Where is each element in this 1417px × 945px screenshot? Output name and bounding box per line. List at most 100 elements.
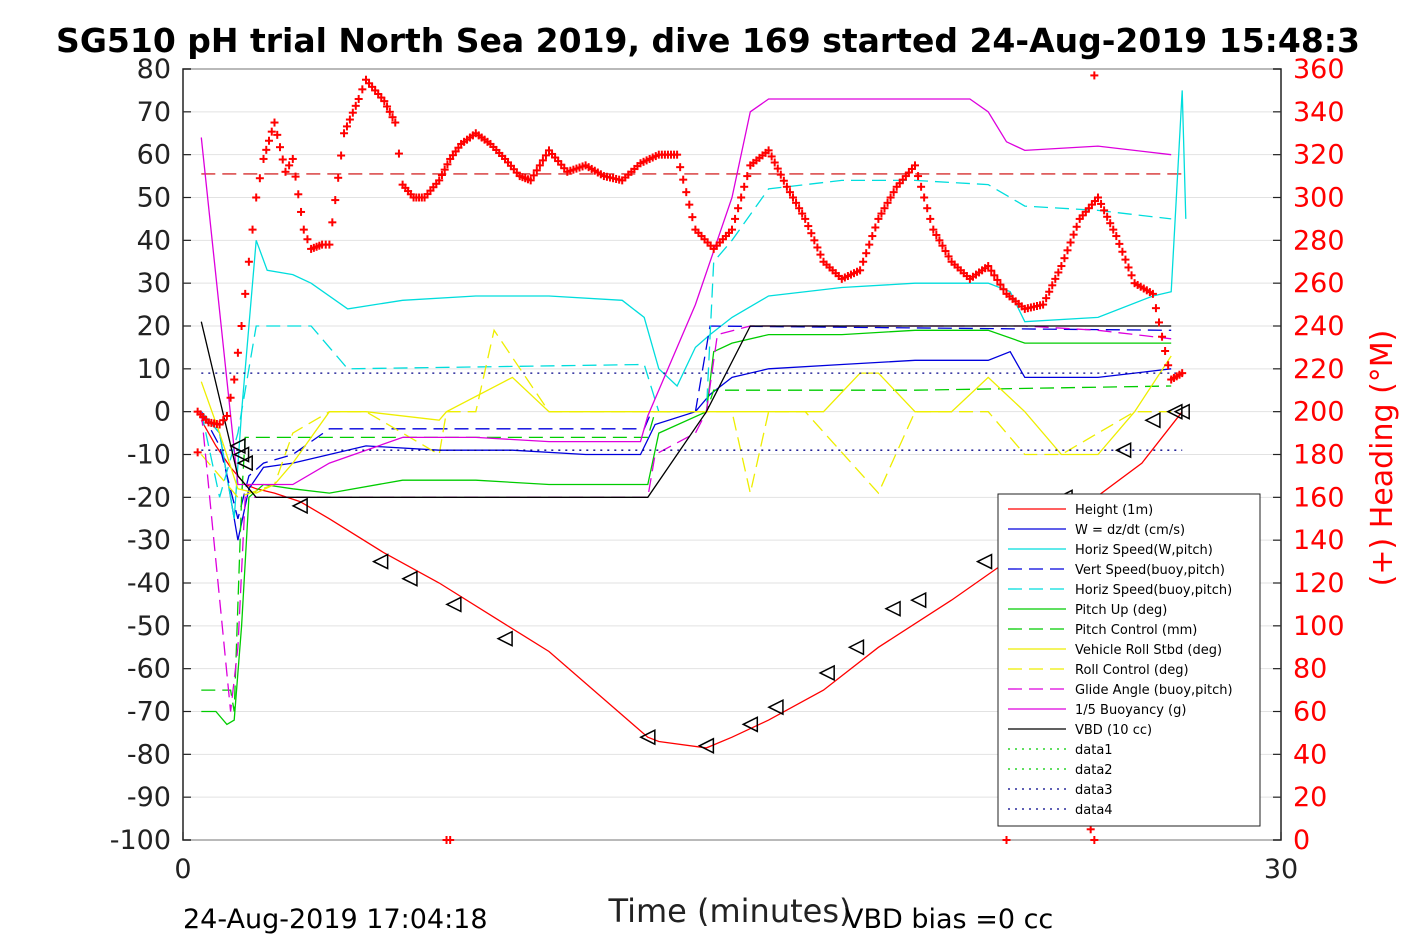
position-marker bbox=[229, 437, 246, 455]
heading-point bbox=[351, 101, 360, 110]
heading-point bbox=[345, 115, 354, 124]
series-line-1 bbox=[200, 350, 1172, 541]
heading-point bbox=[792, 198, 801, 207]
heading-point bbox=[1106, 219, 1115, 228]
heading-point bbox=[737, 193, 746, 202]
heading-point bbox=[776, 170, 785, 179]
position-markers bbox=[229, 403, 1190, 754]
heading-point bbox=[789, 193, 797, 202]
heading-point bbox=[944, 252, 953, 261]
heading-point bbox=[856, 266, 865, 275]
heading-point bbox=[529, 171, 538, 180]
heading-point bbox=[1112, 232, 1121, 241]
heading-point bbox=[267, 127, 276, 136]
heading-point bbox=[270, 118, 279, 127]
y-tick-label: 40 bbox=[137, 225, 171, 256]
heading-point bbox=[348, 108, 357, 117]
heading-point bbox=[938, 241, 947, 250]
heading-point bbox=[673, 150, 682, 159]
position-marker bbox=[291, 497, 308, 515]
heading-point bbox=[1094, 193, 1102, 202]
series-line-10 bbox=[200, 98, 1172, 486]
series-line-0 bbox=[200, 411, 1183, 749]
heading-point bbox=[917, 182, 926, 191]
legend-entry: Horiz Speed(buoy,pitch) bbox=[1075, 583, 1232, 598]
legend-entry: 1/5 Buoyancy (g) bbox=[1075, 703, 1186, 718]
legend-entry: Height (1m) bbox=[1075, 503, 1153, 518]
heading-point bbox=[935, 236, 944, 245]
y-tick-label: -100 bbox=[110, 825, 171, 856]
heading-point bbox=[303, 235, 312, 244]
heading-point bbox=[1069, 230, 1078, 239]
y-tick-label: 50 bbox=[137, 183, 171, 214]
heading-point bbox=[859, 257, 868, 266]
heading-point bbox=[1148, 289, 1157, 298]
position-marker bbox=[818, 664, 835, 682]
heading-point bbox=[1063, 246, 1072, 255]
y-tick-label: -60 bbox=[127, 654, 171, 685]
heading-point bbox=[1178, 369, 1187, 378]
heading-point bbox=[252, 193, 261, 202]
heading-point bbox=[984, 262, 993, 271]
position-marker bbox=[767, 699, 784, 716]
y2-tick-label: 0 bbox=[1293, 825, 1310, 856]
position-marker bbox=[496, 630, 513, 647]
heading-point bbox=[923, 204, 932, 213]
y2-tick-label: 340 bbox=[1293, 97, 1345, 128]
heading-point bbox=[226, 393, 235, 402]
heading-point bbox=[1155, 318, 1163, 327]
heading-point bbox=[288, 154, 297, 163]
heading-point bbox=[731, 214, 740, 223]
heading-point bbox=[785, 188, 794, 197]
heading-point bbox=[1060, 254, 1069, 263]
heading-point bbox=[262, 145, 271, 154]
heading-point bbox=[1048, 281, 1057, 290]
heading-point bbox=[334, 173, 343, 182]
heading-point bbox=[1115, 239, 1124, 248]
heading-point bbox=[1042, 294, 1051, 303]
y-tick-label: 0 bbox=[154, 397, 171, 428]
heading-point bbox=[1072, 222, 1081, 231]
heading-point bbox=[804, 222, 813, 231]
heading-point bbox=[1100, 206, 1109, 215]
position-marker bbox=[975, 553, 993, 570]
heading-point bbox=[1103, 212, 1112, 221]
position-marker bbox=[445, 596, 462, 613]
heading-point bbox=[299, 225, 308, 234]
y-tick-label: 80 bbox=[137, 54, 171, 85]
heading-point bbox=[446, 836, 455, 844]
legend-entry: Pitch Control (mm) bbox=[1075, 623, 1197, 638]
heading-point bbox=[273, 130, 282, 139]
heading-point bbox=[770, 158, 779, 167]
y-tick-label: -10 bbox=[127, 440, 171, 471]
heading-point bbox=[877, 209, 886, 218]
x-axis-label: Time (minutes) bbox=[608, 892, 852, 930]
position-marker bbox=[1144, 412, 1161, 429]
heading-point bbox=[1124, 263, 1133, 272]
heading-point bbox=[342, 122, 351, 131]
heading-markers bbox=[193, 71, 1187, 844]
legend-entry: Vehicle Roll Stbd (deg) bbox=[1075, 643, 1222, 658]
heading-point bbox=[538, 156, 547, 165]
y2-tick-label: 140 bbox=[1293, 525, 1345, 556]
heading-point bbox=[265, 136, 274, 145]
legend-entry: data4 bbox=[1075, 803, 1113, 818]
heading-point bbox=[871, 223, 880, 232]
heading-point bbox=[676, 163, 685, 172]
heading-point bbox=[294, 190, 303, 199]
y-tick-label: -90 bbox=[127, 782, 171, 813]
heading-point bbox=[354, 94, 363, 103]
series-line-8 bbox=[200, 328, 1172, 499]
series-line-11 bbox=[200, 321, 1172, 498]
heading-point bbox=[929, 225, 938, 234]
heading-point bbox=[331, 196, 340, 205]
legend: Height (1m) W = dz/dt (cm/s) Horiz Speed(W… bbox=[997, 493, 1261, 827]
heading-point bbox=[383, 102, 392, 111]
y2-tick-label: 300 bbox=[1293, 183, 1345, 214]
heading-point bbox=[281, 167, 290, 176]
heading-point bbox=[685, 200, 694, 209]
heading-point bbox=[385, 107, 394, 116]
y2-tick-label: 180 bbox=[1293, 440, 1345, 471]
heading-point bbox=[911, 161, 919, 170]
